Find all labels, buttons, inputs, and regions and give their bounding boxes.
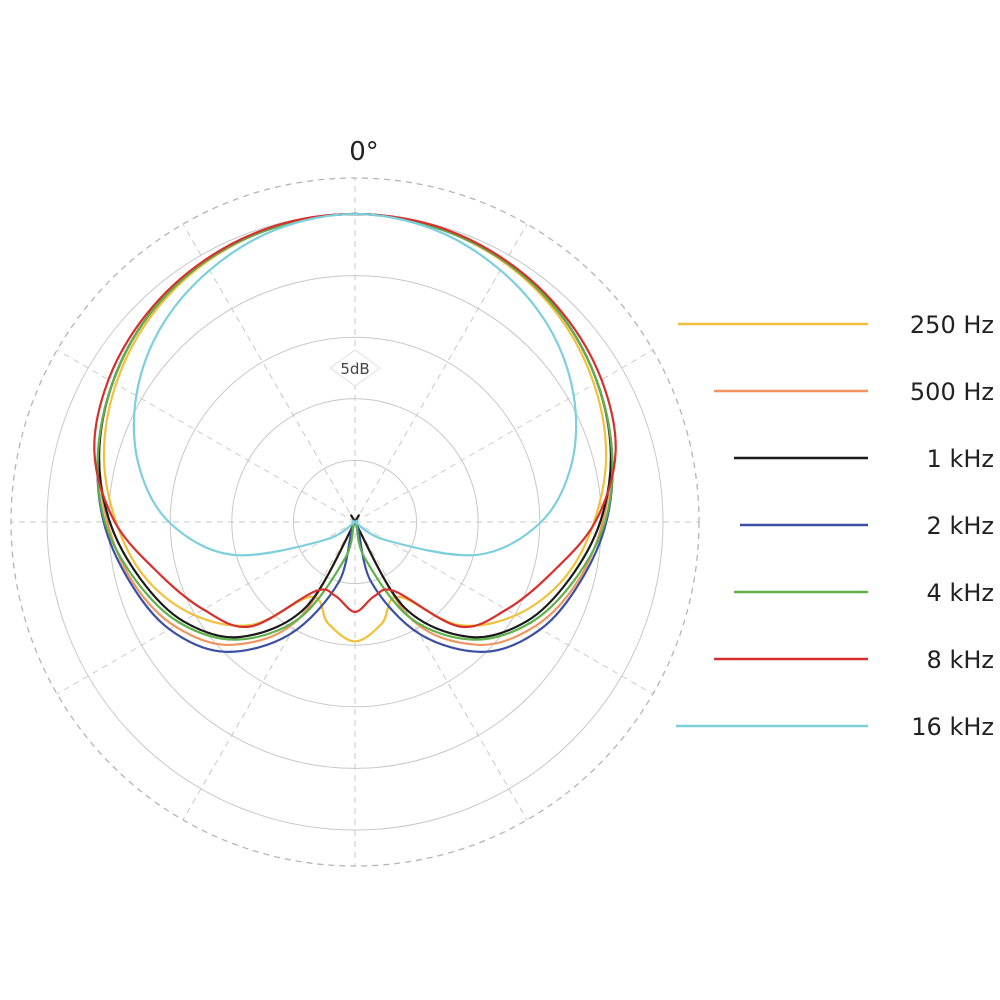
legend-label-1: 500 Hz <box>910 378 994 406</box>
grid-spoke <box>182 223 356 523</box>
grid-spoke <box>354 521 654 695</box>
polar-grid <box>10 177 700 867</box>
grid-spoke <box>354 349 654 523</box>
legend-label-0: 250 Hz <box>910 311 994 339</box>
legend: 250 Hz 500 Hz 1 kHz 2 kHz 4 kHz 8 kHz 16 kHz <box>676 311 994 741</box>
polar-curves <box>93 212 617 653</box>
grid-spoke <box>354 521 528 821</box>
grid-spoke <box>56 349 356 523</box>
ring-label-5db: 5dB <box>340 360 369 378</box>
series-curve-5 <box>93 212 617 629</box>
ring-label-background <box>329 349 381 387</box>
grid-spoke <box>56 521 356 695</box>
polar-labels: 0° 5dB <box>329 137 381 387</box>
legend-label-6: 16 kHz <box>911 713 994 741</box>
legend-label-4: 4 kHz <box>927 579 994 607</box>
series-curve-0 <box>102 212 608 643</box>
angle-label-0: 0° <box>349 137 379 167</box>
series-curve-6 <box>132 212 578 557</box>
grid-ring <box>292 459 418 585</box>
grid-spoke <box>182 521 356 821</box>
legend-label-2: 1 kHz <box>927 445 994 473</box>
legend-label-5: 8 kHz <box>927 646 994 674</box>
grid-spoke <box>354 223 528 523</box>
legend-label-3: 2 kHz <box>927 512 994 540</box>
